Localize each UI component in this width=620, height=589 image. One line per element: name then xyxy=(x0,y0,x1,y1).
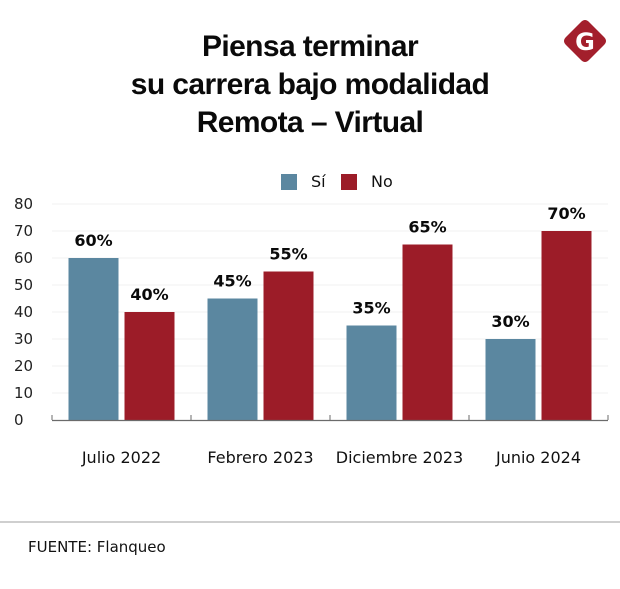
footer-divider xyxy=(0,521,620,523)
legend-label-si: Sí xyxy=(311,172,326,191)
y-tick-label: 0 xyxy=(14,411,24,429)
data-label-no: 40% xyxy=(130,285,168,304)
bar-no xyxy=(263,271,314,420)
legend-swatch-no xyxy=(341,173,357,190)
data-label-si: 60% xyxy=(74,231,112,250)
y-tick-label: 40 xyxy=(14,303,33,321)
y-tick-label: 10 xyxy=(14,384,33,402)
bar-si xyxy=(485,339,536,420)
y-tick-label: 50 xyxy=(14,276,33,294)
data-label-si: 30% xyxy=(491,312,529,331)
bar-chart: 0 10 20 30 40 50 60 70 80 60% 40% Julio 2022 45% 55% F… xyxy=(14,195,609,467)
data-label-no: 65% xyxy=(408,218,446,237)
bar-si xyxy=(346,325,397,420)
x-category-label: Febrero 2023 xyxy=(207,448,313,467)
y-tick-label: 20 xyxy=(14,357,33,375)
legend-item-si: Sí xyxy=(281,172,326,191)
title-line-2: su carrera bajo modalidad xyxy=(130,68,490,101)
bar-si xyxy=(207,298,258,420)
y-tick-label: 60 xyxy=(14,249,33,267)
bar-no xyxy=(402,244,453,420)
x-category-label: Julio 2022 xyxy=(81,448,161,467)
data-label-si: 35% xyxy=(352,299,390,318)
y-tick-label: 80 xyxy=(14,195,33,213)
logo-letter: G xyxy=(575,28,595,56)
legend-label-no: No xyxy=(371,172,393,191)
chart-legend: Sí No xyxy=(0,172,620,194)
bar-si xyxy=(68,258,119,420)
y-tick-label: 30 xyxy=(14,330,33,348)
y-tick-label: 70 xyxy=(14,222,33,240)
legend-swatch-si xyxy=(281,173,297,190)
title-line-1: Piensa terminar xyxy=(201,30,419,63)
data-label-si: 45% xyxy=(213,272,251,291)
source-note: FUENTE: Flanqueo xyxy=(28,538,166,556)
bar-no xyxy=(124,312,175,420)
bar-no xyxy=(541,231,592,420)
chart-title: Piensa terminar su carrera bajo modalida… xyxy=(0,28,620,142)
data-label-no: 55% xyxy=(269,245,307,264)
x-category-label: Diciembre 2023 xyxy=(336,448,463,467)
g-diamond-logo-icon: G xyxy=(564,20,606,62)
legend-item-no: No xyxy=(341,172,393,191)
x-category-label: Junio 2024 xyxy=(495,448,581,467)
title-line-3: Remota – Virtual xyxy=(196,106,424,139)
data-label-no: 70% xyxy=(547,204,585,223)
